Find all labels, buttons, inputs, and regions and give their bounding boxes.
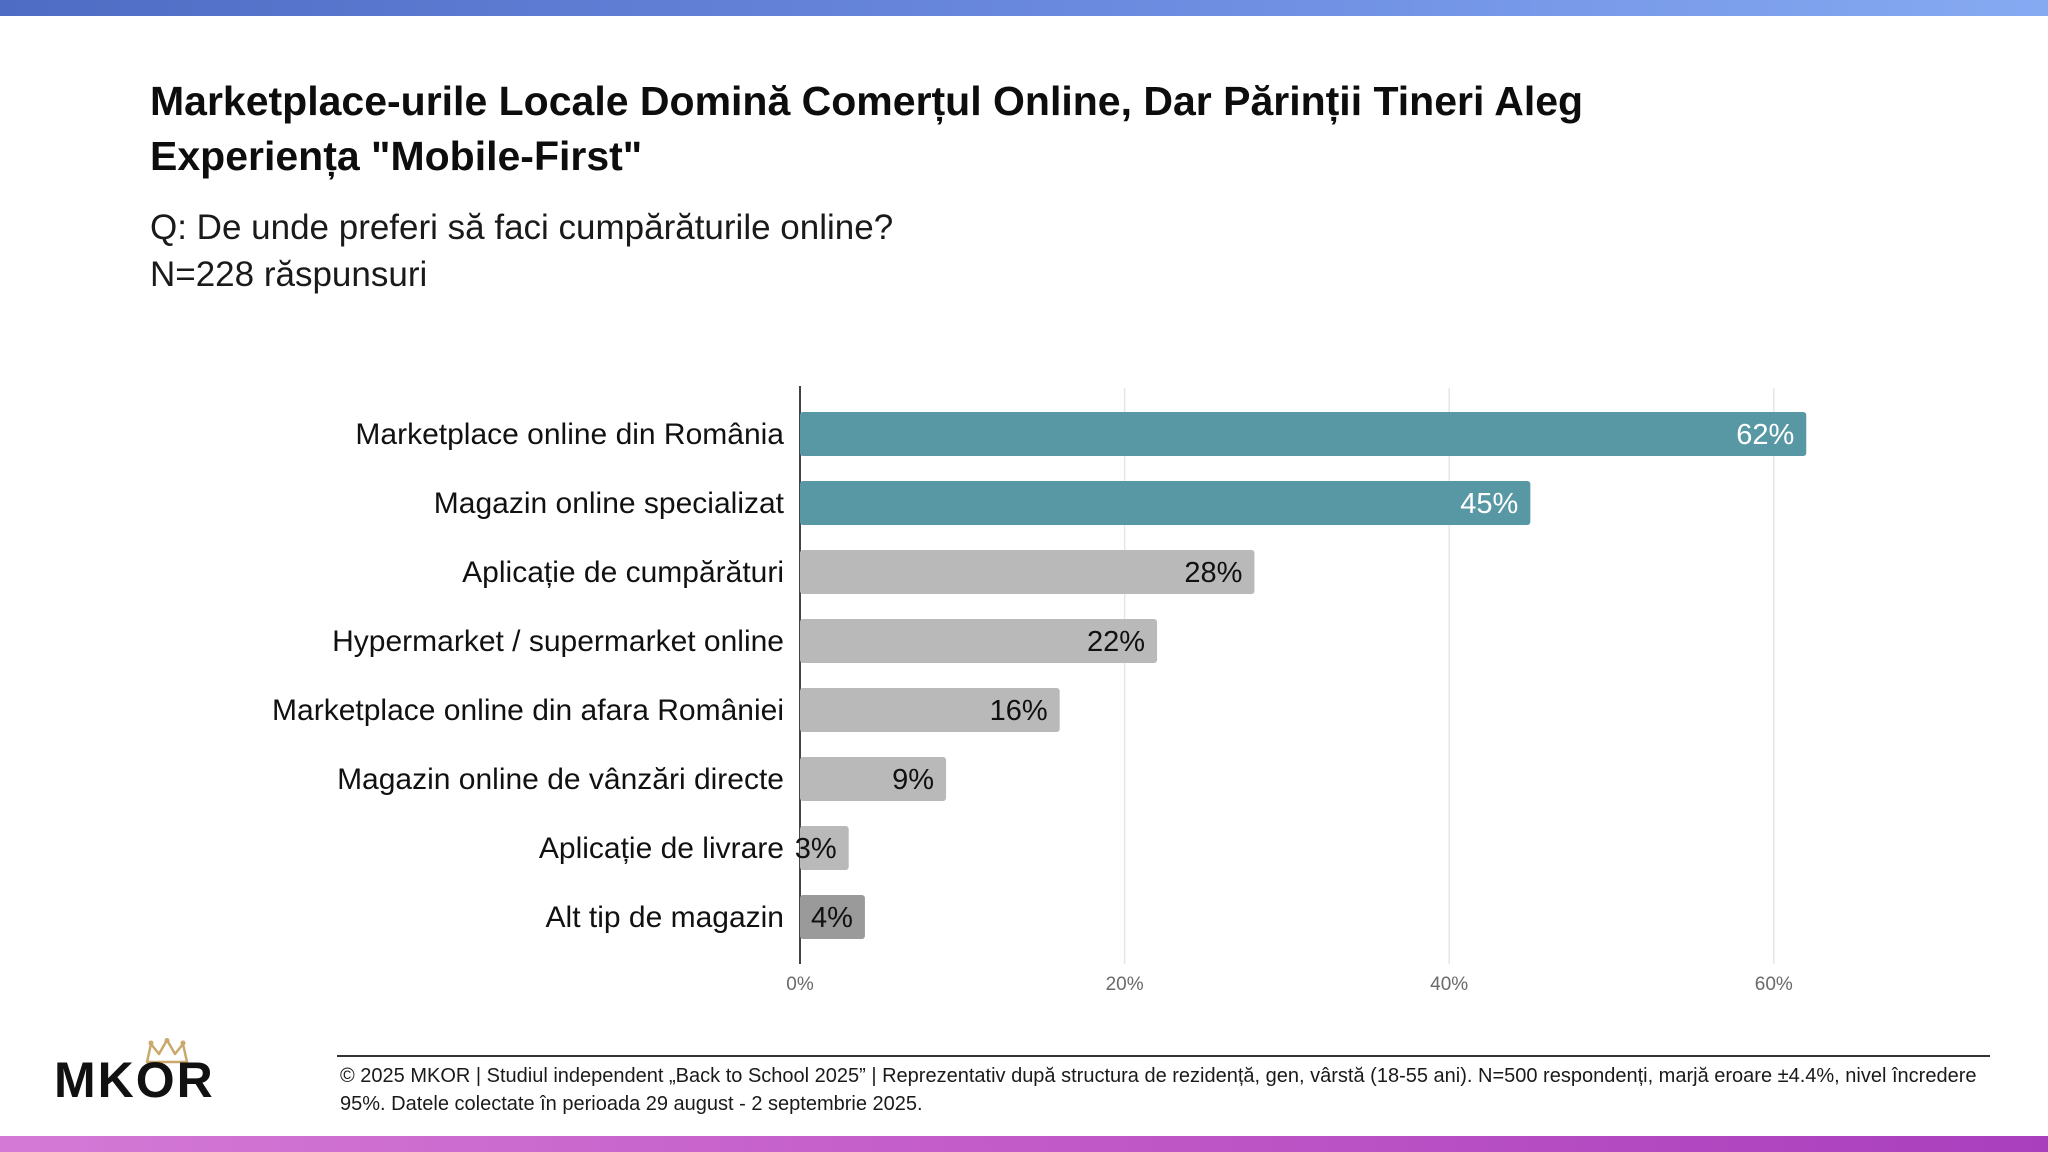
x-tick-label: 0% xyxy=(786,974,814,995)
category-label: Hypermarket / supermarket online xyxy=(332,625,784,658)
data-label: 62% xyxy=(1736,419,1794,451)
category-label: Aplicație de cumpărături xyxy=(462,556,784,589)
crown-icon xyxy=(145,1038,189,1064)
survey-question: Q: De unde preferi să faci cumpărăturile… xyxy=(150,208,894,247)
data-label: 9% xyxy=(892,764,934,796)
data-label: 22% xyxy=(1087,626,1145,658)
data-label: 4% xyxy=(811,902,853,934)
x-tick-label: 40% xyxy=(1430,974,1468,995)
bar-5 xyxy=(800,688,1060,732)
data-label: 45% xyxy=(1460,488,1518,520)
category-label: Magazin online specializat xyxy=(434,487,785,520)
bar-3 xyxy=(800,550,1255,594)
bottom-accent-bar xyxy=(0,1136,2048,1152)
x-tick-label: 60% xyxy=(1755,974,1793,995)
category-label: Marketplace online din afara României xyxy=(272,694,784,727)
subtitle: Q: De unde preferi să faci cumpărăturile… xyxy=(150,204,893,298)
top-accent-bar xyxy=(0,0,2048,16)
bar-chart: 0% 20% 40% 60% Marketplace online din Români… xyxy=(272,386,1807,995)
category-label: Aplicație de livrare xyxy=(539,832,784,865)
x-tick-label: 20% xyxy=(1106,974,1144,995)
footer-divider xyxy=(337,1055,1990,1057)
category-label: Magazin online de vânzări directe xyxy=(337,763,784,796)
bar-4 xyxy=(800,619,1158,663)
page-title: Marketplace-urile Locale Domină Comerțul… xyxy=(150,78,1584,179)
mkor-logo: MKOR xyxy=(54,1038,254,1108)
category-label: Marketplace online din România xyxy=(355,418,784,451)
bar-2 xyxy=(800,481,1531,525)
footer-text: © 2025 MKOR | Studiul independent „Back … xyxy=(340,1065,1977,1115)
logo-text: MKOR xyxy=(54,1052,215,1108)
category-label: Alt tip de magazin xyxy=(546,901,784,934)
sample-size: N=228 răspunsuri xyxy=(150,255,428,294)
bar-6 xyxy=(800,757,947,801)
bar-1 xyxy=(800,412,1807,456)
data-label: 16% xyxy=(990,695,1048,727)
bar-7 xyxy=(800,826,849,870)
data-label: 28% xyxy=(1184,557,1242,589)
bar-8 xyxy=(800,895,865,939)
data-label: 3% xyxy=(795,833,837,865)
